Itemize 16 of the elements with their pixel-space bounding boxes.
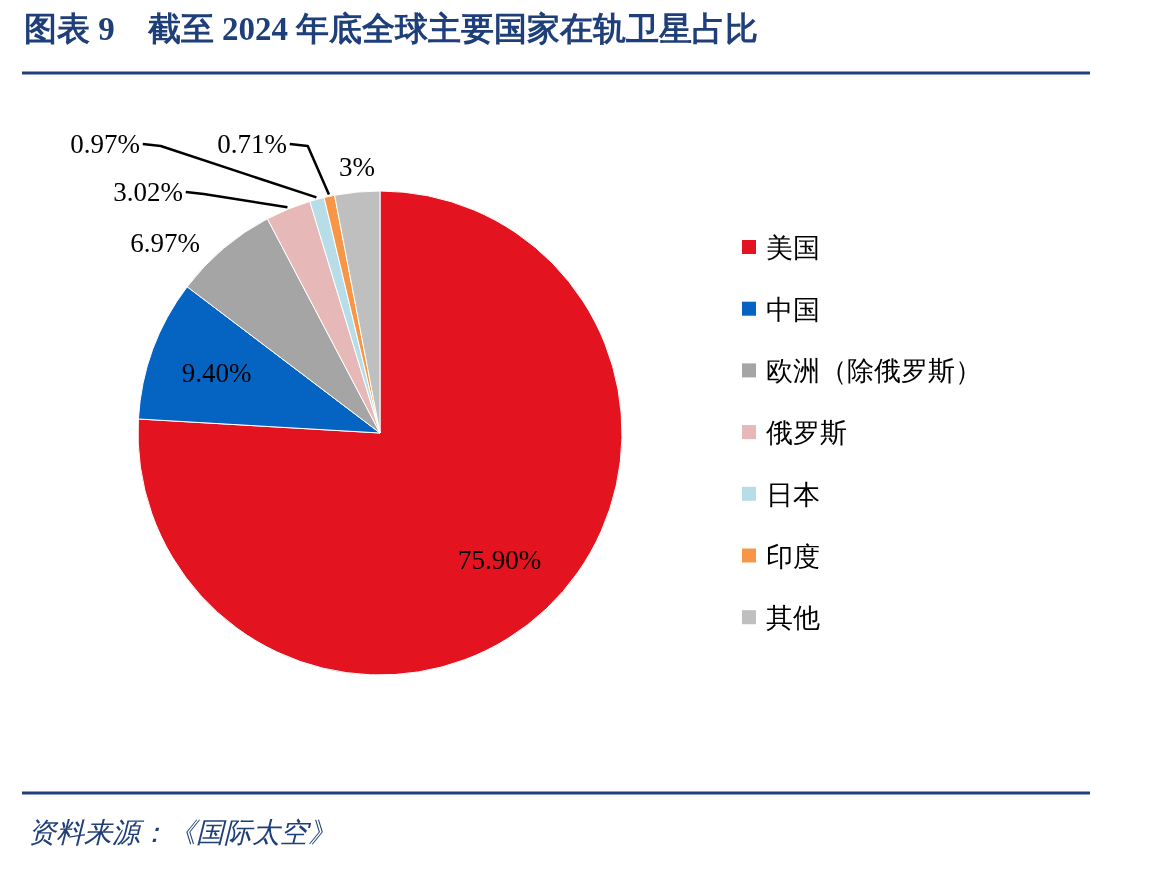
legend-label: 欧洲（除俄罗斯） [766,355,982,387]
legend-label: 俄罗斯 [766,417,847,449]
legend-label: 其他 [766,602,820,634]
data-label: 3.02% [113,177,183,207]
data-label: 0.97% [70,129,140,159]
text: 资料来源：《国际太空》 [28,816,336,849]
data-label: 3% [339,152,375,182]
legend-label: 印度 [766,540,820,572]
legend-label: 中国 [766,293,820,325]
data-label: 6.97% [130,228,200,258]
legend-label: 美国 [766,232,820,263]
legend-label: 日本 [766,478,820,510]
data-label: 75.90% [457,544,542,575]
data-label: 9.40% [181,357,252,388]
chart-title: 图表 9 截至 2024 年底全球主要国家在轨卫星占比 [24,11,759,47]
data-label: 0.71% [217,129,287,159]
